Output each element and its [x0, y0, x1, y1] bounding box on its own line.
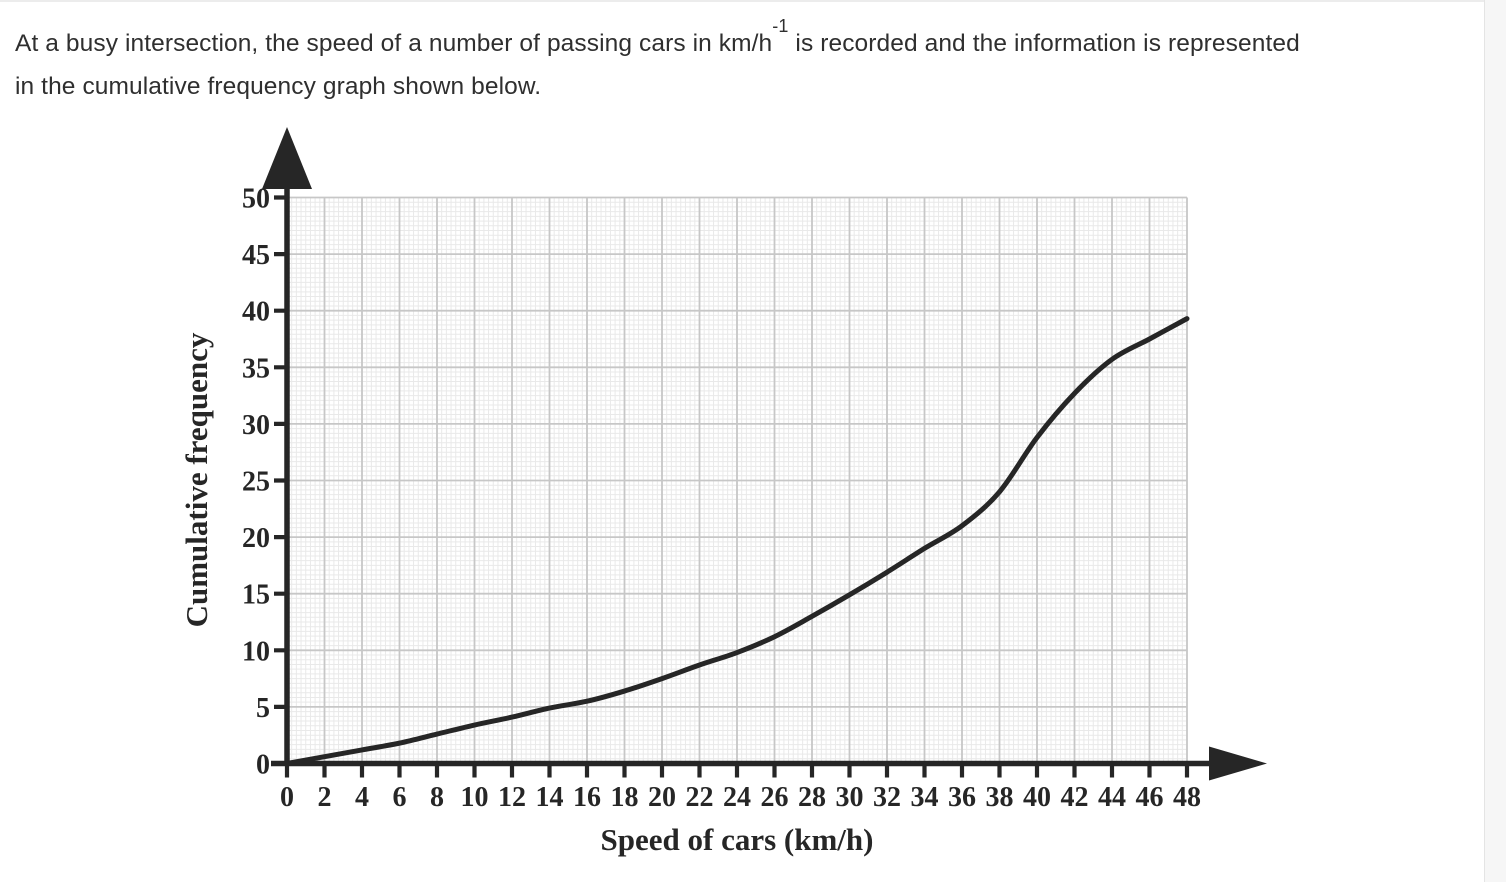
x-tick-label: 46	[1136, 782, 1164, 813]
x-axis-title: Speed of cars (km/h)	[601, 822, 874, 857]
x-tick-label: 6	[393, 782, 407, 813]
y-tick-label: 0	[256, 750, 270, 781]
x-tick-label: 36	[948, 782, 976, 813]
major-grid	[286, 196, 1188, 765]
question-line2: in the cumulative frequency graph shown …	[15, 73, 542, 100]
x-tick-label: 38	[986, 782, 1014, 813]
y-tick-label: 35	[242, 353, 270, 384]
x-tick-label: 40	[1023, 782, 1051, 813]
x-tick-label: 0	[280, 782, 294, 813]
x-tick-label: 26	[761, 782, 789, 813]
y-tick-label: 30	[242, 410, 270, 441]
y-tick-label: 20	[242, 523, 270, 554]
axis-tick-marks	[274, 195, 1190, 778]
y-tick-label: 5	[256, 693, 270, 724]
x-tick-label: 24	[723, 782, 751, 813]
x-tick-label: 30	[836, 782, 864, 813]
x-tick-label: 10	[461, 782, 489, 813]
x-tick-label: 22	[686, 782, 714, 813]
scrollbar-track[interactable]	[1484, 0, 1506, 882]
y-tick-label: 50	[242, 184, 270, 215]
minor-grid	[286, 197, 1188, 764]
x-tick-label: 8	[430, 782, 444, 813]
y-tick-label: 40	[242, 297, 270, 328]
x-tick-label: 44	[1098, 782, 1126, 813]
question-line1-post: is recorded and the information is repre…	[788, 30, 1300, 57]
page-top-border	[0, 0, 1506, 2]
y-tick-label: 15	[242, 580, 270, 611]
x-tick-label: 34	[911, 782, 939, 813]
x-tick-label: 2	[318, 782, 332, 813]
x-tick-label: 12	[498, 782, 526, 813]
x-tick-label: 28	[798, 782, 826, 813]
question-line1-pre: At a busy intersection, the speed of a n…	[15, 30, 773, 57]
y-axis-arrowhead	[262, 127, 312, 189]
x-tick-label: 4	[355, 782, 369, 813]
x-axis-arrowhead	[1209, 746, 1267, 781]
x-tick-label: 18	[611, 782, 639, 813]
x-tick-label: 14	[536, 782, 564, 813]
y-axis-title: Cumulative frequency	[179, 332, 214, 627]
x-tick-label: 16	[573, 782, 601, 813]
y-tick-label: 25	[242, 467, 270, 498]
x-tick-label: 32	[873, 782, 901, 813]
x-tick-label: 20	[648, 782, 676, 813]
y-tick-label: 10	[242, 636, 270, 667]
y-tick-label: 45	[242, 240, 270, 271]
question-text: At a busy intersection, the speed of a n…	[15, 15, 1300, 100]
x-tick-label: 42	[1061, 782, 1089, 813]
cumulative-frequency-curve	[284, 316, 1190, 766]
x-tick-label: 48	[1173, 782, 1201, 813]
